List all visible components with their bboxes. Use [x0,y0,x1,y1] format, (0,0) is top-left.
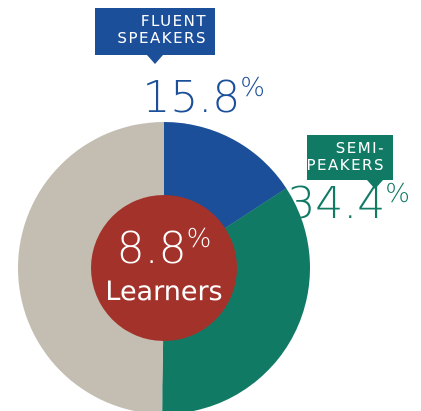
center-label: Learners [105,276,222,307]
callout-text: SPEAKERS [295,156,385,174]
callout-box [95,8,215,55]
callout-pointer [147,55,163,64]
value-label: 15.8% [142,72,265,123]
callout-box [307,135,393,180]
callout-pointer [367,180,383,189]
callout-text: SPEAKERS [117,29,207,47]
callout-text: SEMI- [336,139,385,157]
center-circle [91,195,237,341]
value-label: 8.8% [117,223,212,274]
value-label: 34.4% [287,178,410,229]
callout-text: FLUENT [141,12,207,30]
pie-slice [162,188,310,411]
